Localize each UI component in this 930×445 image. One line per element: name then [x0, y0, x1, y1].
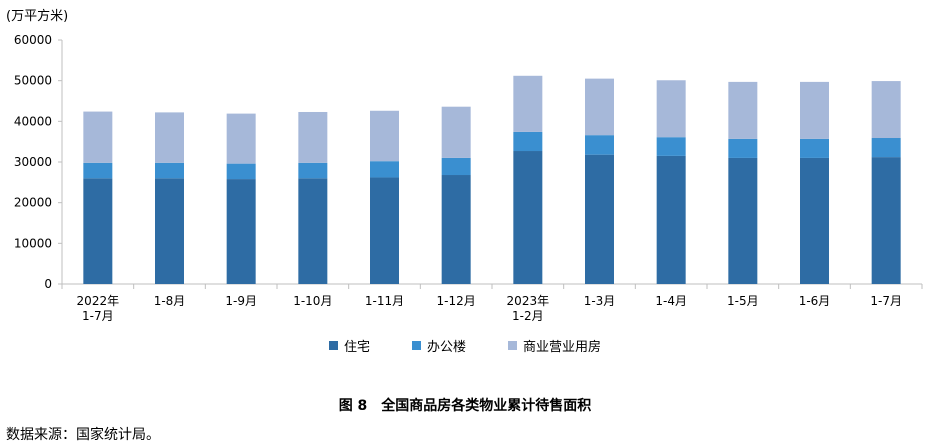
- bar-segment-residential: [298, 178, 328, 284]
- legend-swatch-office: [411, 341, 421, 350]
- bar-segment-office: [585, 135, 614, 155]
- bar-segment-office: [155, 162, 184, 179]
- x-tick-label: 1-7月: [82, 309, 114, 323]
- x-tick-label: 1-4月: [655, 294, 687, 308]
- figure-caption: 图 8 全国商品房各类物业累计待售面积: [338, 398, 592, 414]
- bar-segment-residential: [800, 157, 829, 284]
- bar-segment-office: [871, 138, 901, 158]
- bar-segment-office: [728, 138, 758, 158]
- legend-item-residential: 住宅: [328, 336, 370, 355]
- bar-segment-residential: [728, 157, 758, 284]
- bar-segment-office: [441, 157, 471, 176]
- bar-segment-commercial: [226, 113, 256, 164]
- bar-segment-commercial: [370, 110, 399, 162]
- bar-segment-commercial: [513, 75, 543, 132]
- y-tick-label: 20000: [14, 196, 52, 210]
- legend-swatch-residential: [328, 341, 338, 350]
- x-tick-label: 1-3月: [584, 294, 616, 308]
- x-tick-label: 1-2月: [512, 309, 544, 323]
- x-tick-label: 1-6月: [799, 294, 831, 308]
- bar-segment-residential: [656, 155, 686, 284]
- legend-item-commercial: 商业营业用房: [508, 336, 601, 355]
- bar-segment-office: [370, 161, 399, 178]
- legend-label-office: 办公楼: [426, 340, 466, 355]
- bar-segment-office: [226, 163, 256, 180]
- legend-label-commercial: 商业营业用房: [523, 340, 602, 355]
- legend-swatch-commercial: [508, 341, 517, 350]
- y-tick-label: 60000: [14, 33, 52, 47]
- bar-segment-office: [656, 137, 686, 156]
- bar-segment-residential: [226, 179, 256, 284]
- bar-segment-commercial: [728, 81, 758, 139]
- y-tick-label: 30000: [14, 155, 52, 169]
- bar-segment-office: [513, 131, 543, 152]
- bar-segment-office: [298, 162, 328, 179]
- x-tick-label: 1-11月: [365, 294, 404, 308]
- bar-segment-commercial: [441, 106, 471, 158]
- bar-segment-residential: [155, 178, 184, 284]
- x-tick-label: 2023年: [507, 294, 550, 308]
- x-tick-label: 1-10月: [293, 294, 332, 308]
- y-axis-unit-label: (万平方米): [6, 9, 69, 24]
- bar-segment-residential: [441, 175, 471, 284]
- bar-segment-residential: [370, 177, 399, 284]
- bar-segment-commercial: [155, 112, 184, 163]
- bar-segment-commercial: [871, 81, 901, 139]
- bar-segment-commercial: [83, 111, 113, 163]
- bar-segment-residential: [871, 157, 901, 284]
- x-tick-label: 1-5月: [727, 294, 759, 308]
- bar-segment-office: [83, 162, 113, 179]
- chart-legend: 住宅 办公楼 商业营业用房: [0, 336, 930, 355]
- x-tick-label: 1-12月: [437, 294, 476, 308]
- y-tick-label: 10000: [14, 236, 52, 250]
- bar-segment-residential: [83, 178, 113, 284]
- legend-label-residential: 住宅: [343, 340, 370, 355]
- y-tick-label: 50000: [14, 74, 52, 88]
- data-source-note: 数据来源：国家统计局。: [6, 427, 160, 443]
- y-tick-label: 40000: [14, 114, 52, 128]
- bar-segment-commercial: [800, 81, 829, 139]
- x-tick-label: 1-7月: [870, 294, 902, 308]
- bar-segment-commercial: [585, 78, 614, 136]
- bar-segment-residential: [513, 151, 543, 284]
- stacked-bar-chart: 01000020000300004000050000600002022年1-7月…: [14, 33, 923, 323]
- bar-segment-office: [800, 138, 829, 158]
- x-tick-label: 1-9月: [225, 294, 257, 308]
- x-tick-label: 2022年: [77, 294, 120, 308]
- bar-segment-commercial: [656, 80, 686, 138]
- bar-segment-commercial: [298, 111, 328, 163]
- legend-item-office: 办公楼: [411, 336, 466, 355]
- y-tick-label: 0: [44, 277, 52, 291]
- x-tick-label: 1-8月: [154, 294, 186, 308]
- bar-segment-residential: [585, 154, 614, 284]
